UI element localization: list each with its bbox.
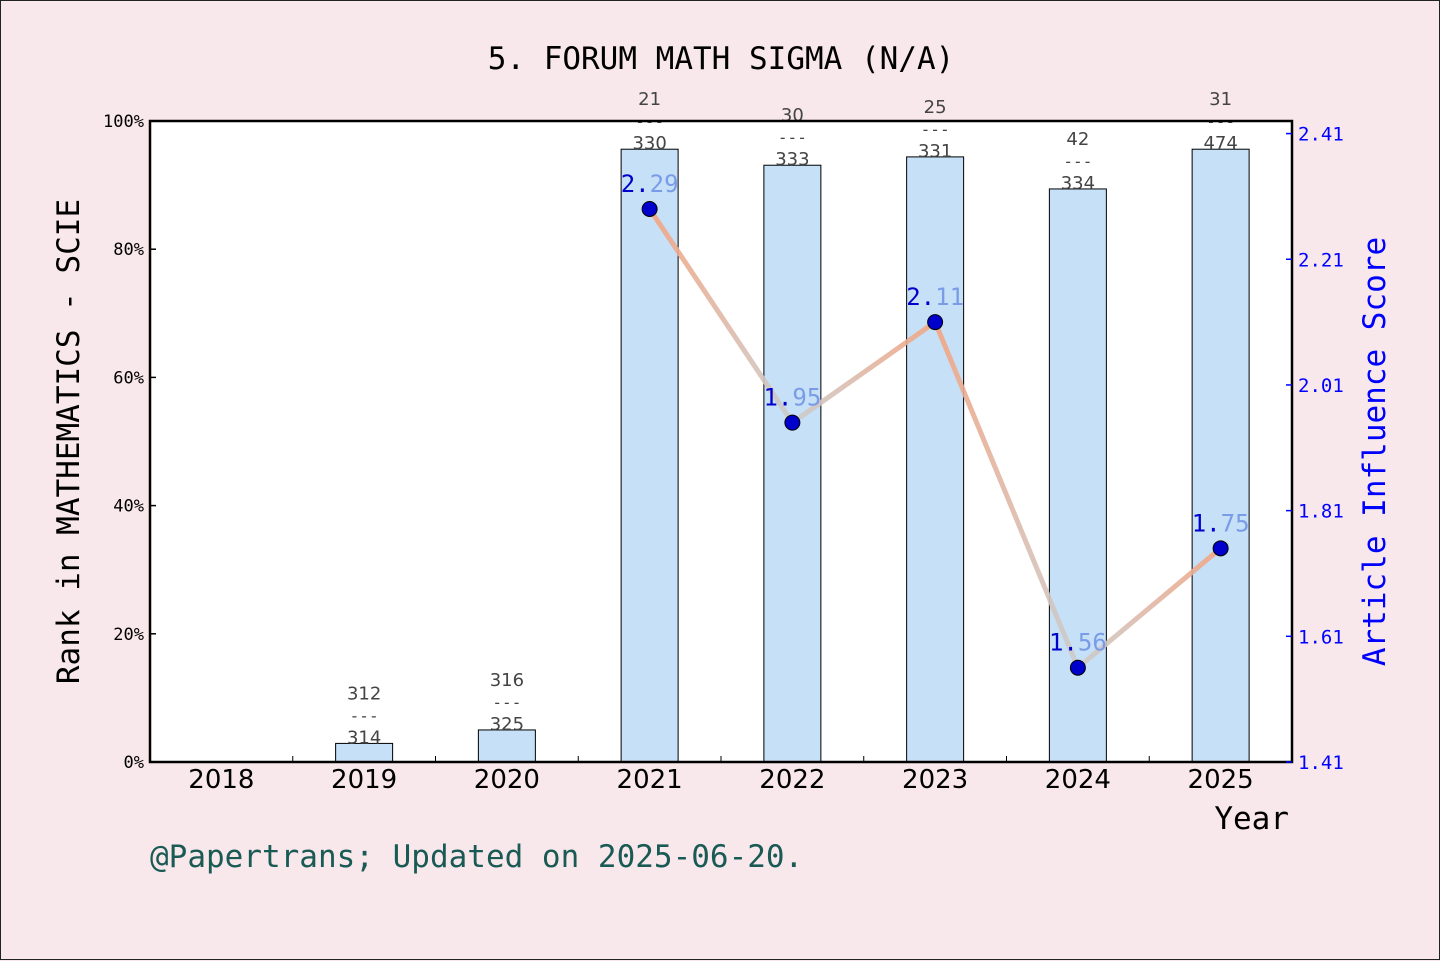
line-value-label: 1.56 xyxy=(1049,629,1107,657)
bar-rank-label: 316 xyxy=(490,670,524,691)
y-tick-label: 100% xyxy=(103,112,144,132)
bar-total-label: 334 xyxy=(1061,173,1095,194)
x-axis-title: Year xyxy=(1214,801,1289,837)
x-tick-label: 2024 xyxy=(1045,765,1111,795)
bar-total-label: 331 xyxy=(918,141,952,162)
footer-credit: @Papertrans; Updated on 2025-06-20. xyxy=(150,839,803,875)
plot-area xyxy=(150,121,1292,762)
bar-total-label: 325 xyxy=(490,714,524,735)
bar-rank-label: 42 xyxy=(1066,129,1089,150)
line-segment-2025 xyxy=(1075,545,1224,671)
y-tick-label: 0% xyxy=(124,753,144,773)
bar-2024 xyxy=(1048,188,1107,763)
bar-total-label: 314 xyxy=(347,727,381,748)
line-point-2021 xyxy=(641,200,658,217)
x-tick-label: 2025 xyxy=(1188,765,1254,795)
x-tick-label: 2023 xyxy=(902,765,968,795)
y2-tick-label: 2.21 xyxy=(1298,249,1344,271)
bar-2025 xyxy=(1191,148,1250,763)
line-segment-2022 xyxy=(647,206,795,426)
bar-total-label: 474 xyxy=(1203,133,1237,154)
bar-rank-label: 312 xyxy=(347,683,381,704)
x-tick-label: 2018 xyxy=(188,765,254,795)
bar-2022 xyxy=(763,164,822,763)
bar-total-label: 330 xyxy=(632,133,666,154)
y-tick-label: 40% xyxy=(113,497,144,517)
bar-rank-label: 30 xyxy=(781,105,804,126)
bar-2021 xyxy=(620,148,679,763)
line-value-label: 1.75 xyxy=(1192,509,1250,537)
bar-rank-label: 25 xyxy=(924,97,947,118)
bar-2020 xyxy=(477,729,536,763)
bar-rank-separator: --- xyxy=(492,693,521,712)
bar-rank-separator: --- xyxy=(921,120,950,139)
x-tick-label: 2020 xyxy=(474,765,540,795)
chart-title: 5. FORUM MATH SIGMA (N/A) xyxy=(488,41,955,77)
line-point-2025 xyxy=(1212,540,1229,557)
line-point-2023 xyxy=(927,314,944,331)
bar-rank-label: 21 xyxy=(638,89,661,110)
y2-tick-label: 2.41 xyxy=(1298,124,1344,146)
line-value-label: 1.95 xyxy=(763,384,821,412)
line-segment-2024 xyxy=(932,319,1081,671)
x-tick-label: 2022 xyxy=(759,765,825,795)
line-point-2022 xyxy=(784,414,801,431)
y2-tick-label: 2.01 xyxy=(1298,375,1344,397)
y-tick-label: 80% xyxy=(113,240,144,260)
y2-tick-label: 1.81 xyxy=(1298,501,1344,523)
line-value-label: 2.29 xyxy=(621,170,679,198)
bar-rank-separator: --- xyxy=(778,128,807,147)
line-point-2024 xyxy=(1069,659,1086,676)
bar-rank-separator: --- xyxy=(350,706,379,725)
bar-rank-label: 31 xyxy=(1209,89,1232,110)
y2-axis-title: Article Influence Score xyxy=(1357,237,1393,666)
y-axis-title: Rank in MATHEMATICS - SCIE xyxy=(51,199,87,684)
bar-rank-separator: --- xyxy=(1063,152,1092,171)
y-tick-label: 60% xyxy=(113,368,144,388)
y2-tick-label: 1.41 xyxy=(1298,752,1344,774)
y2-tick-label: 1.61 xyxy=(1298,626,1344,648)
x-tick-label: 2019 xyxy=(331,765,397,795)
bar-total-label: 333 xyxy=(775,149,809,170)
line-value-label: 2.11 xyxy=(906,283,964,311)
line-segment-2023 xyxy=(789,319,938,426)
x-tick-label: 2021 xyxy=(617,765,683,795)
y-tick-label: 20% xyxy=(113,625,144,645)
bar-2023 xyxy=(906,156,965,763)
